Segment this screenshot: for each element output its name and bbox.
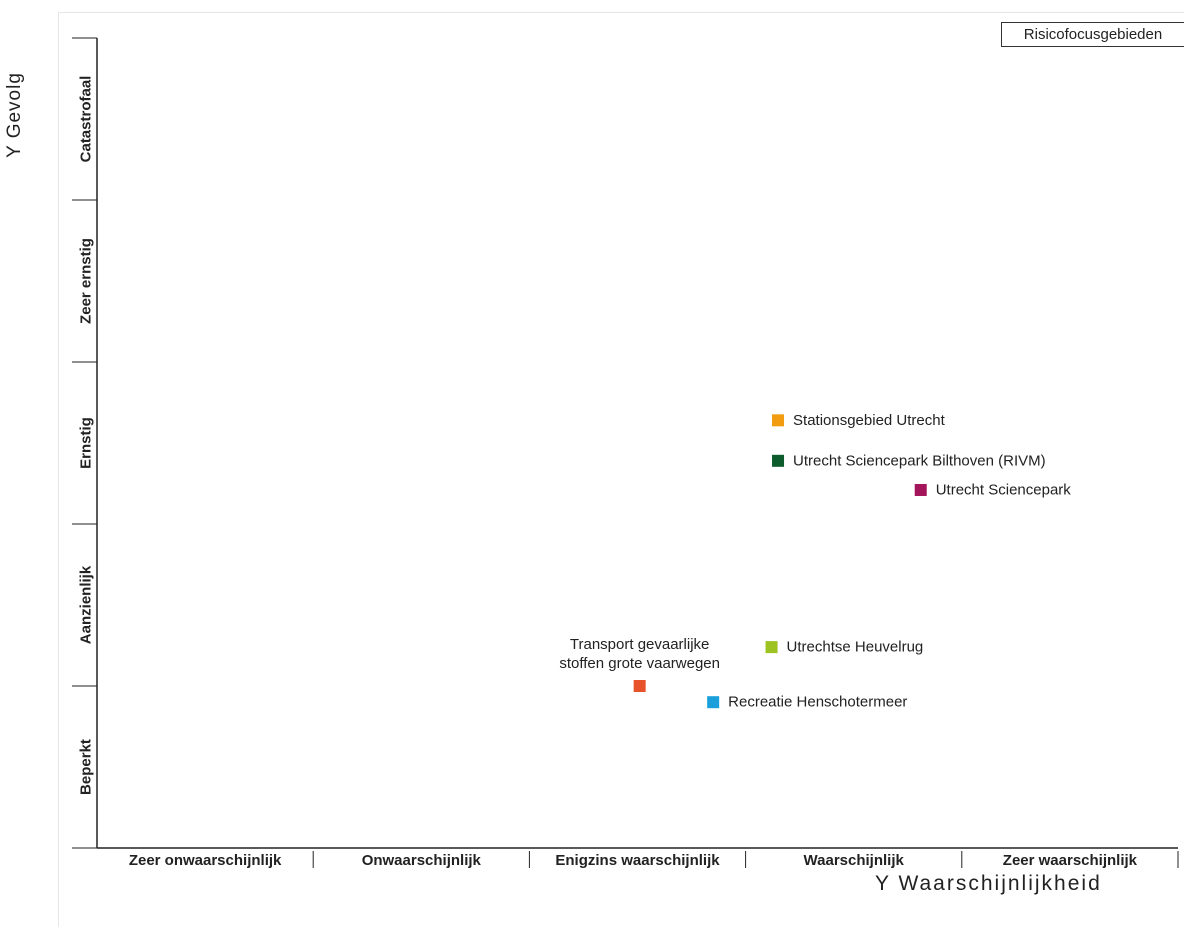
y-category-label: Zeer ernstig bbox=[78, 238, 95, 324]
y-category-label: Beperkt bbox=[78, 739, 95, 795]
y-category-label: Aanzienlijk bbox=[78, 565, 95, 644]
data-points: Stationsgebied Utrecht Utrecht Sciencepar… bbox=[559, 412, 1071, 711]
x-category-label: Zeer onwaarschijnlijk bbox=[129, 852, 282, 869]
data-point-marker bbox=[914, 483, 927, 496]
data-point-marker bbox=[633, 680, 646, 692]
plot-frame-left bbox=[58, 12, 59, 927]
data-point-label: Utrecht Sciencepark Bilthoven (RIVM) bbox=[793, 452, 1046, 469]
x-axis-title: Y Waarschijnlijkheid bbox=[875, 872, 1102, 895]
x-category-label: Onwaarschijnlijk bbox=[362, 852, 482, 869]
data-point-label: Transport gevaarlijke bbox=[570, 636, 710, 653]
y-category-label: Ernstig bbox=[78, 417, 95, 469]
y-category-label: Catastrofaal bbox=[78, 76, 95, 163]
data-point-marker bbox=[772, 454, 785, 467]
data-point-label: Utrechtse Heuvelrug bbox=[787, 639, 924, 656]
data-point-label: Stationsgebied Utrecht bbox=[793, 412, 946, 429]
data-point-label: Recreatie Henschotermeer bbox=[728, 694, 907, 711]
data-point-marker bbox=[765, 641, 778, 654]
x-category-label: Waarschijnlijk bbox=[804, 852, 905, 869]
plot-frame-top bbox=[58, 12, 1184, 13]
y-category-labels: Beperkt Aanzienlijk Ernstig Zeer ernstig Cat… bbox=[78, 76, 95, 795]
x-category-labels: Zeer onwaarschijnlijk Onwaarschijnlijk Eni… bbox=[129, 852, 1138, 869]
data-point-label: stoffen grote vaarwegen bbox=[559, 655, 720, 672]
x-category-label: Zeer waarschijnlijk bbox=[1003, 852, 1138, 869]
data-point-label: Utrecht Sciencepark bbox=[936, 481, 1072, 498]
axes-group bbox=[72, 37, 1179, 868]
legend-title: Risicofocusgebieden bbox=[1001, 22, 1184, 47]
data-point-marker bbox=[707, 696, 720, 709]
data-point-marker bbox=[772, 414, 785, 427]
x-category-label: Enigzins waarschijnlijk bbox=[555, 852, 720, 869]
